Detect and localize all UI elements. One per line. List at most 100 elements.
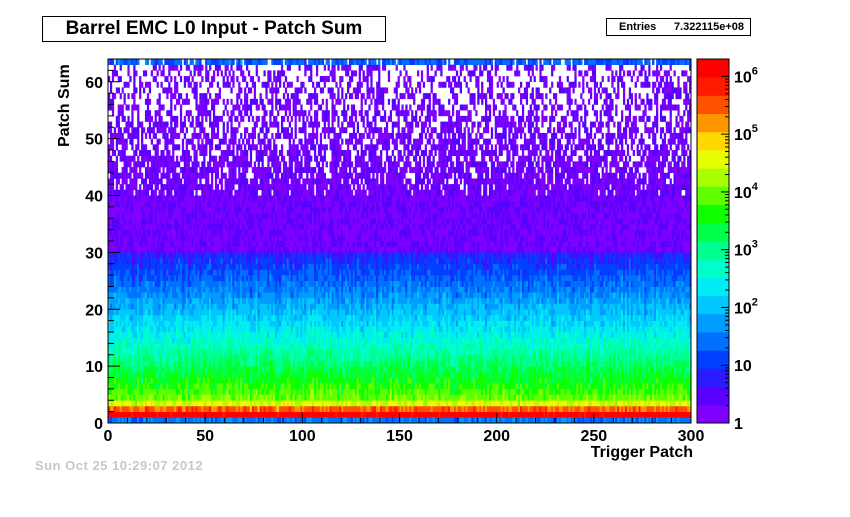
heatmap-cell bbox=[244, 184, 246, 190]
heatmap-cell bbox=[240, 321, 242, 327]
heatmap-cell bbox=[164, 400, 166, 406]
heatmap-cell bbox=[194, 207, 196, 213]
heatmap-cell bbox=[159, 275, 161, 281]
heatmap-cell bbox=[112, 309, 114, 315]
heatmap-cell bbox=[172, 213, 174, 219]
heatmap-cell bbox=[207, 360, 209, 366]
heatmap-cell bbox=[201, 144, 203, 150]
heatmap-cell bbox=[211, 173, 213, 179]
heatmap-cell bbox=[205, 93, 207, 99]
heatmap-cell bbox=[164, 395, 166, 401]
heatmap-cell bbox=[234, 258, 236, 264]
heatmap-cell bbox=[227, 82, 229, 88]
heatmap-cell bbox=[234, 139, 236, 145]
heatmap-cell bbox=[240, 65, 242, 71]
heatmap-cell bbox=[129, 343, 131, 349]
heatmap-cell bbox=[170, 218, 172, 224]
heatmap-cell bbox=[228, 144, 230, 150]
heatmap-cell bbox=[277, 127, 279, 133]
heatmap-cell bbox=[246, 412, 248, 418]
heatmap-cell bbox=[197, 252, 199, 258]
heatmap-cell bbox=[258, 269, 260, 275]
heatmap-cell bbox=[112, 412, 114, 418]
heatmap-cell bbox=[180, 235, 182, 241]
heatmap-cell bbox=[250, 247, 252, 253]
heatmap-cell bbox=[275, 82, 277, 88]
heatmap-cell bbox=[221, 230, 223, 236]
heatmap-cell bbox=[127, 230, 129, 236]
heatmap-cell bbox=[118, 321, 120, 327]
heatmap-cell bbox=[258, 309, 260, 315]
heatmap-cell bbox=[147, 292, 149, 298]
heatmap-cell bbox=[213, 213, 215, 219]
heatmap-cell bbox=[260, 332, 262, 338]
heatmap-cell bbox=[275, 105, 277, 111]
heatmap-cell bbox=[236, 59, 238, 65]
heatmap-cell bbox=[176, 395, 178, 401]
heatmap-cell bbox=[145, 133, 147, 139]
heatmap-cell bbox=[258, 133, 260, 139]
heatmap-cell bbox=[157, 417, 159, 423]
heatmap-cell bbox=[192, 173, 194, 179]
heatmap-cell bbox=[155, 59, 157, 65]
heatmap-cell bbox=[275, 230, 277, 236]
heatmap-cell bbox=[238, 218, 240, 224]
heatmap-cell bbox=[125, 167, 127, 173]
heatmap-cell bbox=[190, 406, 192, 412]
heatmap-cell bbox=[273, 400, 275, 406]
heatmap-cell bbox=[238, 355, 240, 361]
heatmap-cell bbox=[122, 218, 124, 224]
heatmap-cell bbox=[267, 76, 269, 82]
heatmap-cell bbox=[283, 349, 285, 355]
heatmap-cell bbox=[234, 383, 236, 389]
heatmap-cell bbox=[232, 161, 234, 167]
heatmap-cell bbox=[192, 190, 194, 196]
heatmap-cell bbox=[232, 144, 234, 150]
heatmap-cell bbox=[192, 349, 194, 355]
heatmap-cell bbox=[190, 315, 192, 321]
heatmap-cell bbox=[182, 235, 184, 241]
heatmap-cell bbox=[180, 93, 182, 99]
heatmap-cell bbox=[174, 122, 176, 128]
heatmap-cell bbox=[273, 389, 275, 395]
heatmap-cell bbox=[180, 400, 182, 406]
heatmap-cell bbox=[262, 304, 264, 310]
heatmap-cell bbox=[269, 383, 271, 389]
heatmap-cell bbox=[250, 184, 252, 190]
heatmap-cell bbox=[135, 366, 137, 372]
heatmap-cell bbox=[283, 93, 285, 99]
heatmap-cell bbox=[124, 116, 126, 122]
heatmap-cell bbox=[195, 99, 197, 105]
heatmap-cell bbox=[133, 65, 135, 71]
heatmap-cell bbox=[112, 360, 114, 366]
heatmap-cell bbox=[213, 349, 215, 355]
heatmap-cell bbox=[166, 366, 168, 372]
heatmap-cell bbox=[275, 184, 277, 190]
heatmap-cell bbox=[240, 173, 242, 179]
heatmap-cell bbox=[228, 269, 230, 275]
heatmap-cell bbox=[277, 417, 279, 423]
heatmap-cell bbox=[269, 224, 271, 230]
heatmap-cell bbox=[238, 258, 240, 264]
heatmap-cell bbox=[157, 406, 159, 412]
heatmap-cell bbox=[160, 287, 162, 293]
heatmap-cell bbox=[127, 406, 129, 412]
heatmap-cell bbox=[258, 196, 260, 202]
heatmap-cell bbox=[114, 417, 116, 423]
heatmap-cell bbox=[275, 93, 277, 99]
heatmap-cell bbox=[228, 315, 230, 321]
heatmap-cell bbox=[157, 184, 159, 190]
heatmap-cell bbox=[141, 338, 143, 344]
heatmap-cell bbox=[227, 406, 229, 412]
heatmap-cell bbox=[172, 139, 174, 145]
heatmap-cell bbox=[174, 292, 176, 298]
heatmap-cell bbox=[178, 281, 180, 287]
heatmap-cell bbox=[228, 406, 230, 412]
heatmap-cell bbox=[248, 184, 250, 190]
heatmap-cell bbox=[207, 321, 209, 327]
heatmap-cell bbox=[127, 338, 129, 344]
heatmap-cell bbox=[116, 190, 118, 196]
heatmap-cell bbox=[170, 65, 172, 71]
heatmap-cell bbox=[176, 360, 178, 366]
heatmap-cell bbox=[145, 383, 147, 389]
